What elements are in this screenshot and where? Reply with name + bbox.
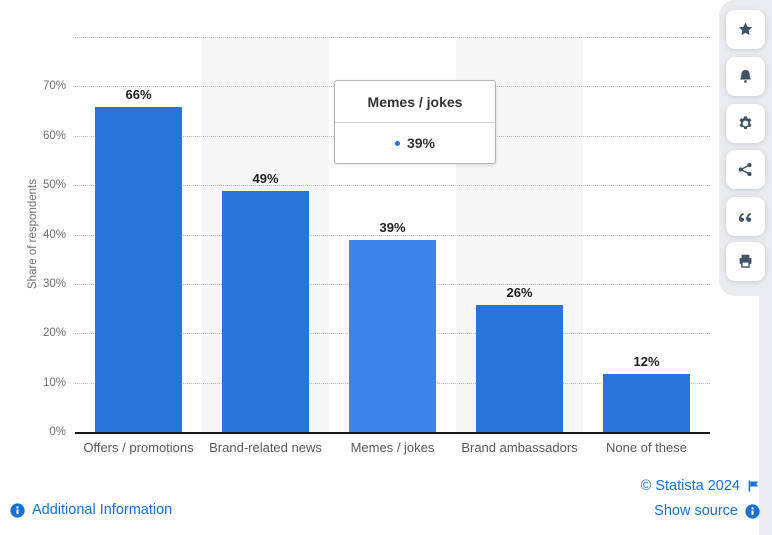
gridline xyxy=(75,234,710,236)
printer-icon xyxy=(739,254,752,268)
bar-offers-promotions[interactable] xyxy=(95,107,182,433)
x-axis-category-label: Brand-related news xyxy=(209,440,322,455)
share-button[interactable] xyxy=(726,150,765,189)
show-source-link[interactable]: Show source xyxy=(654,503,760,519)
x-axis-category-label: Offers / promotions xyxy=(83,440,194,455)
y-axis-tick-label: 70% xyxy=(42,80,66,93)
print-button[interactable] xyxy=(726,242,765,281)
tooltip-value: 39% xyxy=(406,135,436,151)
bell-icon xyxy=(740,69,751,83)
bar-value-label: 39% xyxy=(379,220,406,236)
y-axis-tick-label: 50% xyxy=(42,179,66,192)
info-icon xyxy=(10,502,25,518)
share-icon xyxy=(738,162,752,177)
y-axis-tick-label: 30% xyxy=(42,277,66,290)
settings-button[interactable] xyxy=(726,104,765,143)
bar-brand-ambassadors[interactable] xyxy=(476,304,563,433)
notifications-button[interactable] xyxy=(726,57,765,96)
bar-value-label: 26% xyxy=(506,284,533,300)
additional-information-link[interactable]: Additional Information xyxy=(10,502,172,518)
x-axis-line xyxy=(75,432,710,434)
x-axis-category-label: Memes / jokes xyxy=(350,440,435,455)
y-axis-tick-label: 40% xyxy=(42,228,66,241)
bar-value-label: 66% xyxy=(125,87,152,103)
bar-value-label: 12% xyxy=(633,353,660,369)
bar-brand-related-news[interactable] xyxy=(222,191,309,433)
copyright-label: © Statista 2024 xyxy=(640,478,740,494)
plot-area: 66% 49% 39% 26% 12% xyxy=(75,37,710,433)
bar-memes-jokes[interactable] xyxy=(349,240,436,433)
tooltip-value-row: 39% xyxy=(335,123,495,163)
tooltip-title: Memes / jokes xyxy=(335,81,495,123)
series-marker-dot-icon xyxy=(394,140,400,146)
y-axis-tick-label: 10% xyxy=(42,376,66,389)
star-icon xyxy=(738,22,753,36)
flag-icon xyxy=(748,480,759,492)
x-axis-category-label: None of these xyxy=(606,440,687,455)
y-axis-tick-label: 20% xyxy=(42,327,66,340)
y-axis-tick-label: 60% xyxy=(42,129,66,142)
additional-information-label: Additional Information xyxy=(32,502,173,518)
statista-copyright-link[interactable]: © Statista 2024 xyxy=(641,478,760,494)
show-source-label: Show source xyxy=(654,503,738,519)
favorite-button[interactable] xyxy=(726,10,765,49)
bar-value-label: 49% xyxy=(252,171,279,187)
x-axis-category-label: Brand ambassadors xyxy=(461,440,578,455)
bar-none-of-these[interactable] xyxy=(603,373,690,433)
cite-button[interactable] xyxy=(726,197,765,236)
gridline xyxy=(75,37,710,38)
gridline xyxy=(75,185,710,187)
y-axis-tick-label: 0% xyxy=(49,426,66,438)
info-icon xyxy=(745,503,760,519)
tooltip: Memes / jokes 39% xyxy=(334,80,496,164)
gear-icon xyxy=(739,116,752,130)
quote-icon xyxy=(739,213,752,222)
